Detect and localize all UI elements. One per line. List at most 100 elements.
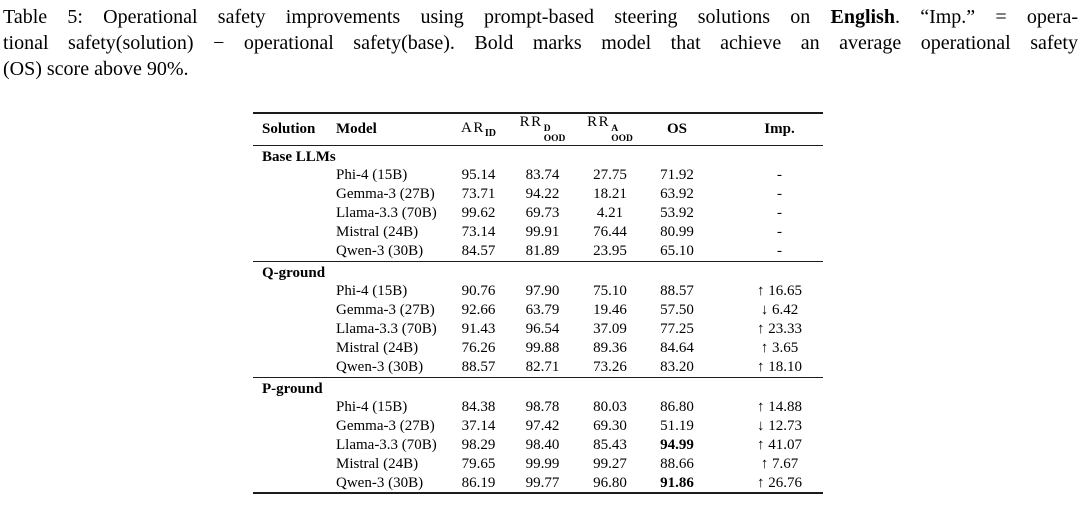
imp-value: - <box>777 186 782 203</box>
ar-id-value: 99.62 <box>461 205 496 222</box>
table-row: Gemma-3 (27B) 37.14 97.42 69.30 51.19 ↓ … <box>253 417 823 436</box>
ar-id-value: 73.71 <box>461 186 496 203</box>
os-value: 88.57 <box>660 283 694 300</box>
table-row: Qwen-3 (30B) 84.57 81.89 23.95 65.10 - <box>253 242 823 261</box>
rr-d-ood-value: 63.79 <box>525 302 560 319</box>
os-value: 51.19 <box>660 418 694 435</box>
rr-a-ood-value: 69.30 <box>593 418 627 435</box>
rr-a-ood-value: 23.95 <box>593 243 627 260</box>
section-row-base-llms: Base LLMs <box>253 145 823 166</box>
imp-value: - <box>777 243 782 260</box>
col-header-solution: Solution <box>262 120 316 137</box>
rr-a-ood-value: 73.26 <box>593 359 627 376</box>
os-value: 94.99 <box>660 437 694 454</box>
rr-d-ood-value: 99.99 <box>525 456 560 473</box>
rr-d-ood-value: 81.89 <box>525 243 560 260</box>
rr-d-ood-value: 97.42 <box>525 418 560 435</box>
section-q-ground: Q-ground Phi-4 (15B) 90.76 97.90 75.10 8… <box>253 261 823 377</box>
rr-a-ood-value: 19.46 <box>593 302 627 319</box>
ar-id-value: 98.29 <box>461 437 496 454</box>
imp-value: - <box>777 224 782 241</box>
col-header-ar-id: ARID <box>461 119 496 139</box>
ar-id-value: 90.76 <box>461 283 496 300</box>
table-row: Llama-3.3 (70B) 98.29 98.40 85.43 94.99 … <box>253 436 823 455</box>
model-name: Llama-3.3 (70B) <box>336 205 437 222</box>
section-row-q-ground: Q-ground <box>253 261 823 282</box>
model-name: Phi-4 (15B) <box>336 167 408 184</box>
caption-text: Table 5: Operational safety improvements… <box>3 6 831 28</box>
ar-id-value: 86.19 <box>461 474 496 491</box>
imp-value: ↑ 7.67 <box>760 456 799 473</box>
os-value: 71.92 <box>660 167 694 184</box>
imp-value: - <box>777 205 782 222</box>
rr-a-ood-value: 18.21 <box>593 186 627 203</box>
table-row: Gemma-3 (27B) 92.66 63.79 19.46 57.50 ↓ … <box>253 301 823 320</box>
rr-a-ood-value: 75.10 <box>593 283 627 300</box>
ar-id-value: 73.14 <box>461 224 496 241</box>
os-value: 77.25 <box>660 321 694 338</box>
table-row: Mistral (24B) 76.26 99.88 89.36 84.64 ↑ … <box>253 339 823 358</box>
rr-a-ood-value: 76.44 <box>593 224 627 241</box>
caption-bold-english: English <box>830 6 895 28</box>
section-label: Q-ground <box>262 264 326 281</box>
rr-d-ood-value: 98.78 <box>525 399 560 416</box>
table-row: Phi-4 (15B) 95.14 83.74 27.75 71.92 - <box>253 166 823 185</box>
table-row: Phi-4 (15B) 90.76 97.90 75.10 88.57 ↑ 16… <box>253 282 823 301</box>
model-name: Mistral (24B) <box>336 340 419 357</box>
imp-value: ↑ 23.33 <box>757 321 802 338</box>
model-name: Llama-3.3 (70B) <box>336 437 437 454</box>
model-name: Qwen-3 (30B) <box>336 359 424 376</box>
caption-line-3: (OS) score above 90%. <box>3 58 189 80</box>
imp-value: - <box>777 167 782 184</box>
rr-d-ood-value: 94.22 <box>525 186 560 203</box>
table-row: Phi-4 (15B) 84.38 98.78 80.03 86.80 ↑ 14… <box>253 398 823 417</box>
imp-value: ↓ 6.42 <box>760 302 799 319</box>
rr-d-ood-value: 96.54 <box>525 321 560 338</box>
model-name: Qwen-3 (30B) <box>336 243 424 260</box>
ar-id-value: 84.57 <box>461 243 496 260</box>
model-name: Phi-4 (15B) <box>336 399 408 416</box>
rr-a-ood-value: 96.80 <box>593 474 627 491</box>
section-p-ground: P-ground Phi-4 (15B) 84.38 98.78 80.03 8… <box>253 377 823 494</box>
rr-d-ood-value: 99.77 <box>525 474 560 491</box>
col-header-rr-a-ood: RR A OOD <box>587 114 633 145</box>
os-value: 84.64 <box>660 340 694 357</box>
imp-value: ↑ 3.65 <box>760 340 799 357</box>
table-header: Solution Model ARID RR D OOD RR A OOD OS Imp… <box>253 113 823 146</box>
rr-a-ood-value: 80.03 <box>593 399 627 416</box>
ar-id-value: 88.57 <box>461 359 496 376</box>
imp-value: ↓ 12.73 <box>757 418 802 435</box>
ar-id-value: 92.66 <box>461 302 496 319</box>
os-value: 83.20 <box>660 359 694 376</box>
ar-id-value: 91.43 <box>461 321 496 338</box>
rr-a-ood-value: 37.09 <box>593 321 627 338</box>
ar-id-value: 95.14 <box>461 167 496 184</box>
rr-a-ood-value: 27.75 <box>593 167 627 184</box>
ar-id-value: 76.26 <box>461 340 496 357</box>
os-value: 86.80 <box>660 399 694 416</box>
caption-line-2: tional safety(solution) − operational sa… <box>3 32 1078 54</box>
imp-value: ↑ 14.88 <box>757 399 802 416</box>
table-caption: Table 5: Operational safety improvements… <box>3 4 1078 82</box>
imp-value: ↑ 18.10 <box>757 359 802 376</box>
table-row: Llama-3.3 (70B) 99.62 69.73 4.21 53.92 - <box>253 204 823 223</box>
rr-d-ood-value: 69.73 <box>525 205 560 222</box>
os-value: 53.92 <box>660 205 694 222</box>
ar-id-value: 37.14 <box>461 418 496 435</box>
rr-d-ood-value: 83.74 <box>525 167 560 184</box>
rr-d-ood-value: 99.91 <box>525 224 560 241</box>
rr-d-ood-value: 99.88 <box>525 340 560 357</box>
table-row: Qwen-3 (30B) 86.19 99.77 96.80 91.86 ↑ 2… <box>253 474 823 493</box>
os-value: 88.66 <box>660 456 694 473</box>
col-header-model: Model <box>336 120 377 137</box>
imp-value: ↑ 26.76 <box>757 474 802 491</box>
table-row: Mistral (24B) 73.14 99.91 76.44 80.99 - <box>253 223 823 242</box>
table-row: Gemma-3 (27B) 73.71 94.22 18.21 63.92 - <box>253 185 823 204</box>
rr-a-ood-value: 99.27 <box>593 456 627 473</box>
results-table: Solution Model ARID RR D OOD RR A OOD OS Imp… <box>253 112 823 494</box>
ar-id-value: 84.38 <box>461 399 496 416</box>
rr-a-ood-value: 85.43 <box>593 437 627 454</box>
model-name: Phi-4 (15B) <box>336 283 408 300</box>
section-base-llms: Base LLMs Phi-4 (15B) 95.14 83.74 27.75 … <box>253 145 823 261</box>
rr-a-ood-value: 89.36 <box>593 340 627 357</box>
